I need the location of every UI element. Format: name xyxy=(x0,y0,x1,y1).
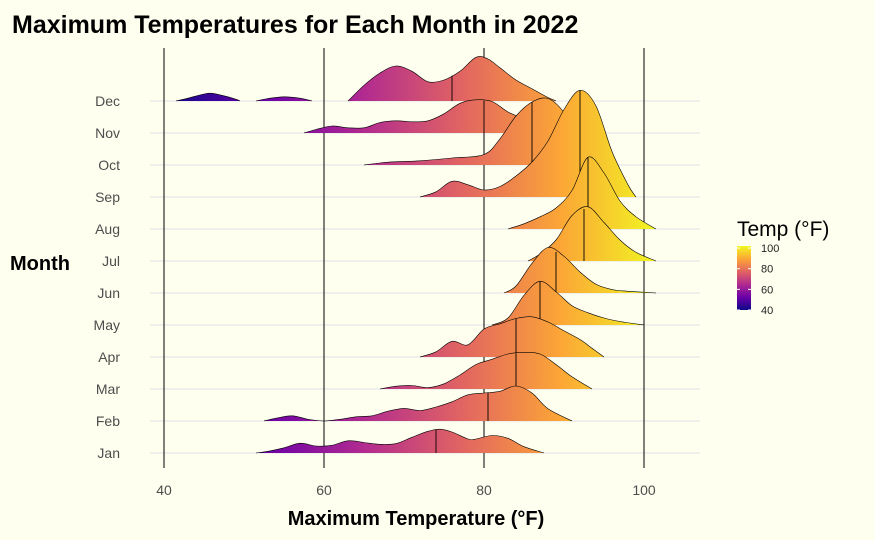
ridge-area xyxy=(364,97,596,165)
x-tick-label: 100 xyxy=(632,482,656,498)
ridge-area xyxy=(176,93,240,101)
ridge-outline xyxy=(347,56,557,102)
ridge-area xyxy=(492,281,644,325)
legend: Temp (°F) 40 60 80 100 xyxy=(737,218,829,317)
legend-colorbar xyxy=(737,246,751,310)
ridge-outline xyxy=(379,351,593,390)
ridge-outline xyxy=(263,385,573,422)
ridge-may xyxy=(491,280,645,326)
y-tick-label: Oct xyxy=(98,157,120,173)
y-tick-label: Jun xyxy=(97,285,120,301)
ridge-outline xyxy=(419,89,637,198)
x-tick-label: 80 xyxy=(476,482,492,498)
ridge-nov xyxy=(303,99,549,134)
y-tick-label: Mar xyxy=(96,381,120,397)
ridge-outline xyxy=(503,247,657,294)
y-tick-label: Aug xyxy=(95,221,120,237)
ridge-dec xyxy=(175,56,557,102)
legend-tick-label: 100 xyxy=(761,243,779,255)
x-tick-label: 40 xyxy=(156,482,172,498)
ridge-area xyxy=(256,429,544,453)
y-tick-label: Dec xyxy=(95,93,120,109)
ridge-area xyxy=(304,99,548,133)
legend-title: Temp (°F) xyxy=(737,218,829,241)
ridge-jan xyxy=(255,428,545,454)
ridge-outline xyxy=(491,280,645,326)
ridge-area xyxy=(380,352,592,389)
legend-tick-label: 60 xyxy=(761,284,773,296)
y-tick-label: May xyxy=(94,317,120,333)
ridge-area xyxy=(256,96,312,101)
y-tick-label: Jul xyxy=(102,253,120,269)
ridge-apr xyxy=(419,316,605,358)
y-tick-label: Jan xyxy=(97,445,120,461)
y-tick-labels: Jan Feb Mar Apr May Jun Jul Aug Sep Oct Nov Dec xyxy=(94,93,121,461)
ridge-outline xyxy=(303,99,549,134)
ridge-outline xyxy=(255,96,313,102)
legend-ticks: 40 60 80 100 xyxy=(737,243,779,317)
ridge-area xyxy=(264,385,572,421)
ridge-outline xyxy=(255,428,545,454)
x-tick-labels: 40 60 80 100 xyxy=(156,482,656,498)
y-tick-label: Feb xyxy=(96,413,120,429)
legend-tick-label: 80 xyxy=(761,264,773,276)
y-tick-label: Nov xyxy=(95,125,120,141)
legend-tick-label: 40 xyxy=(761,305,773,317)
ridge-feb xyxy=(263,385,573,422)
chart-title: Maximum Temperatures for Each Month in 2… xyxy=(12,11,578,39)
ridge-outline xyxy=(175,92,241,102)
x-axis-title: Maximum Temperature (°F) xyxy=(288,508,545,530)
ridge-area xyxy=(508,156,656,229)
ridge-area xyxy=(420,316,604,357)
y-tick-label: Apr xyxy=(98,349,120,365)
gridlines xyxy=(150,100,700,454)
ridge-outline xyxy=(507,156,657,230)
y-axis-title: Month xyxy=(10,253,70,275)
x-tick-label: 60 xyxy=(316,482,332,498)
y-tick-label: Sep xyxy=(95,189,120,205)
ridge-mar xyxy=(379,351,593,390)
ridge-area xyxy=(528,206,656,261)
ridges xyxy=(175,56,657,454)
